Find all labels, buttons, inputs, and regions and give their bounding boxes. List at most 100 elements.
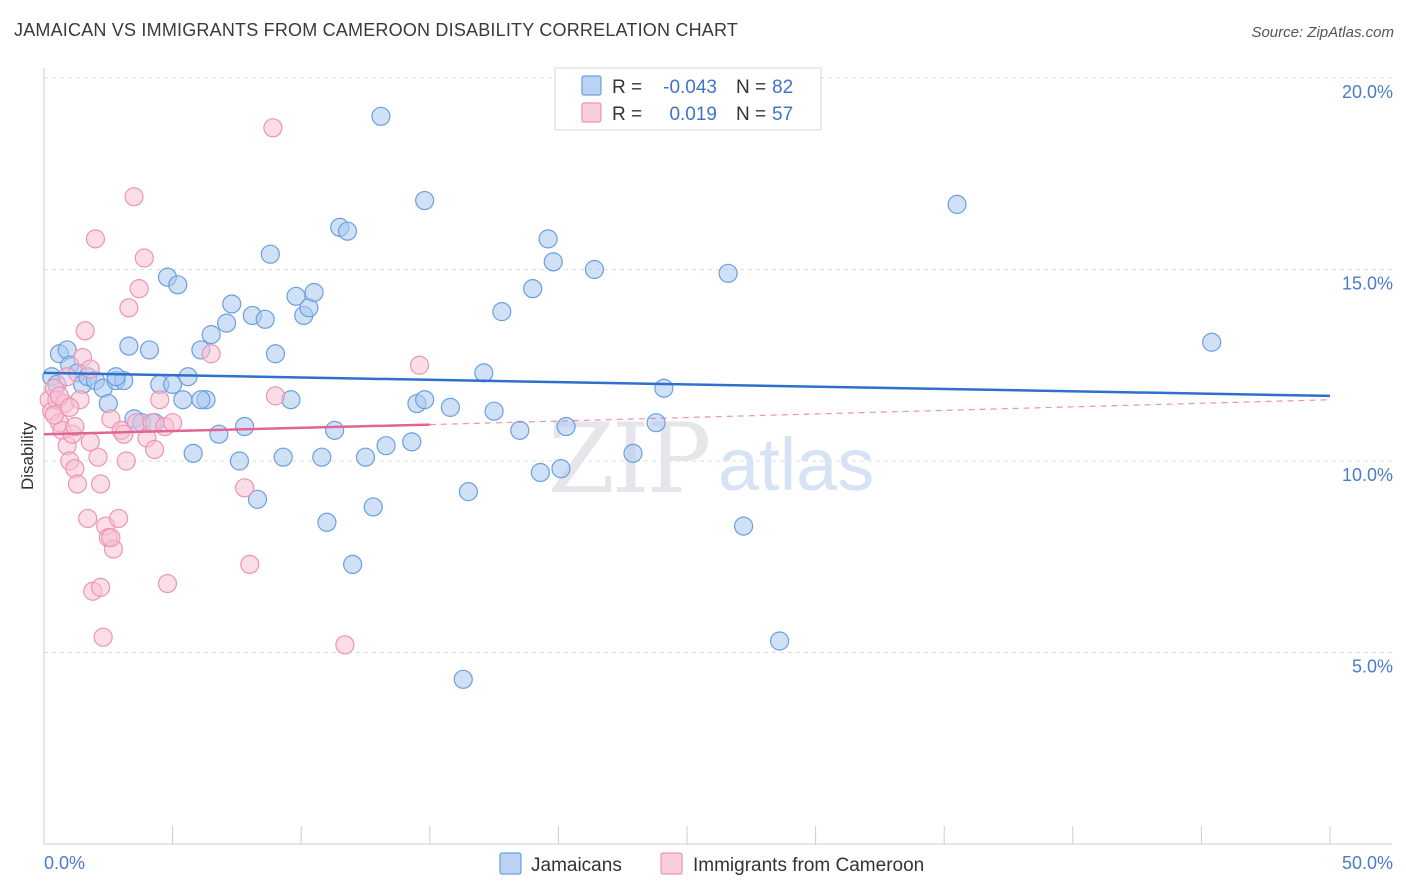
point-cameroon — [101, 527, 121, 548]
watermark-atlas: atlas — [718, 423, 874, 506]
point-jamaicans — [654, 378, 674, 398]
point-cameroon — [235, 478, 255, 498]
point-jamaicans — [235, 416, 255, 437]
point-cameroon — [80, 432, 100, 452]
point-jamaicans — [1202, 332, 1222, 352]
point-cameroon — [78, 508, 98, 529]
point-cameroon — [90, 474, 111, 494]
point-jamaicans — [646, 413, 666, 433]
point-jamaicans — [551, 459, 571, 479]
point-jamaicans — [543, 252, 563, 272]
legend-n-label-1: N = — [736, 104, 766, 125]
legend-n-value-0: 82 — [772, 77, 793, 98]
point-cameroon — [114, 424, 134, 444]
bottom-legend-swatch-jamaicans — [499, 852, 522, 875]
point-jamaicans — [510, 420, 530, 440]
point-jamaicans — [191, 390, 211, 410]
point-jamaicans — [484, 401, 504, 421]
x-tick-label: 0.0% — [44, 853, 85, 873]
point-jamaicans — [286, 286, 306, 306]
point-jamaicans — [415, 390, 435, 410]
point-cameroon — [144, 439, 165, 460]
point-jamaicans — [201, 325, 221, 345]
y-tick-label: 20.0% — [1342, 82, 1393, 102]
legend-n-label-0: N = — [736, 77, 766, 98]
legend-r-value-0: -0.043 — [663, 77, 717, 98]
point-jamaicans — [523, 279, 543, 299]
point-jamaicans — [209, 424, 229, 444]
point-jamaicans — [222, 294, 242, 314]
axes: 5.0% 10.0% 15.0% 20.0% 0.0% 50.0% — [43, 68, 1393, 873]
trend-line-jamaicans — [43, 371, 1331, 398]
point-cameroon — [119, 298, 139, 318]
trend-lines — [43, 371, 1331, 436]
point-jamaicans — [733, 516, 754, 536]
point-jamaicans — [584, 259, 605, 280]
point-cameroon — [90, 577, 111, 597]
series-jamaicans-points — [42, 106, 1222, 689]
point-jamaicans — [363, 497, 383, 517]
point-jamaicans — [265, 344, 286, 364]
point-cameroon — [263, 118, 283, 138]
y-tick-label: 10.0% — [1342, 465, 1393, 485]
bottom-legend-swatch-cameroon — [660, 852, 683, 875]
point-jamaicans — [415, 190, 435, 211]
point-jamaicans — [343, 554, 363, 575]
point-jamaicans — [260, 244, 280, 264]
chart-title: JAMAICAN VS IMMIGRANTS FROM CAMEROON DIS… — [14, 20, 739, 40]
y-tick-label: 15.0% — [1342, 274, 1393, 294]
point-jamaicans — [217, 313, 237, 333]
point-cameroon — [88, 447, 108, 467]
point-jamaicans — [273, 447, 293, 467]
point-cameroon — [163, 413, 183, 433]
point-jamaicans — [718, 263, 738, 283]
series-legend: Jamaicans Immigrants from Cameroon — [499, 852, 924, 876]
legend-r-label-0: R = — [612, 77, 642, 98]
point-jamaicans — [458, 482, 478, 502]
point-jamaicans — [440, 397, 460, 417]
chart-source: Source: ZipAtlas.com — [1251, 24, 1394, 41]
point-cameroon — [201, 344, 221, 364]
trend-line-cameroon — [43, 423, 430, 436]
point-jamaicans — [255, 309, 275, 329]
point-jamaicans — [312, 447, 332, 467]
legend-swatch-jamaicans — [581, 75, 602, 96]
point-cameroon — [44, 405, 64, 425]
point-jamaicans — [119, 336, 139, 356]
point-cameroon — [129, 279, 149, 299]
point-cameroon — [108, 508, 129, 529]
point-jamaicans — [355, 447, 376, 467]
point-cameroon — [240, 554, 260, 575]
point-jamaicans — [325, 420, 345, 440]
point-jamaicans — [173, 390, 193, 410]
point-jamaicans — [229, 451, 250, 471]
trend-line-cameroon-dashed — [429, 399, 1331, 426]
point-cameroon — [75, 321, 95, 341]
watermark: ZIP atlas — [548, 403, 874, 515]
legend-n-value-1: 57 — [772, 104, 793, 125]
legend-r-label-1: R = — [612, 104, 642, 125]
point-cameroon — [85, 229, 106, 249]
x-tick-label: 50.0% — [1342, 853, 1393, 873]
point-cameroon — [409, 355, 430, 375]
correlation-legend: R = -0.043 N = 82 R = 0.019 N = 57 — [554, 67, 822, 131]
point-jamaicans — [453, 669, 473, 689]
bottom-legend-label-jamaicans: Jamaicans — [531, 855, 622, 876]
point-jamaicans — [556, 416, 576, 437]
legend-r-value-1: 0.019 — [669, 104, 717, 125]
series-cameroon-points — [39, 118, 430, 655]
y-axis-label: Disability — [18, 421, 37, 490]
point-jamaicans — [474, 363, 494, 383]
point-jamaicans — [530, 462, 550, 483]
point-jamaicans — [247, 489, 268, 509]
point-cameroon — [67, 474, 88, 494]
point-jamaicans — [538, 229, 558, 249]
y-tick-label: 5.0% — [1352, 657, 1393, 677]
point-cameroon — [134, 248, 154, 268]
point-jamaicans — [139, 340, 160, 360]
point-cameroon — [265, 386, 286, 406]
point-jamaicans — [947, 194, 967, 214]
point-cameroon — [157, 573, 178, 594]
point-jamaicans — [304, 282, 324, 303]
